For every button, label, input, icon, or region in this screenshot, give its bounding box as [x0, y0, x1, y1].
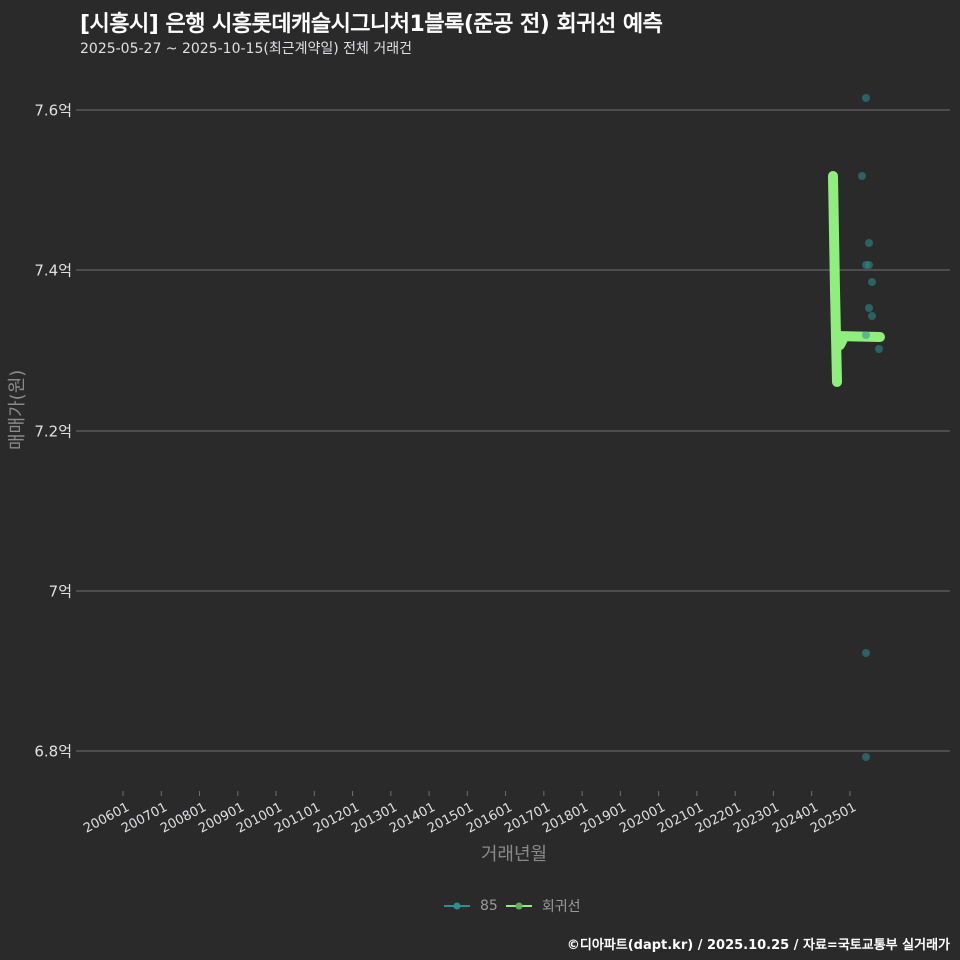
scatter-series-85 [858, 94, 883, 761]
data-point[interactable] [865, 304, 873, 312]
legend-label: 85 [480, 898, 498, 914]
x-tick-marks [122, 791, 851, 796]
y-tick-label: 7.2억 [34, 422, 72, 441]
legend-marker-icon [505, 902, 532, 910]
y-gridlines [76, 109, 950, 752]
data-point[interactable] [868, 278, 876, 286]
data-point[interactable] [862, 331, 870, 339]
data-point[interactable] [862, 94, 870, 102]
legend-item-regression[interactable]: 회귀선 [505, 896, 581, 916]
legend: 85 회귀선 [444, 896, 580, 916]
y-tick-label: 7.4억 [34, 261, 72, 280]
data-point[interactable] [862, 753, 870, 761]
regression-line [828, 171, 885, 387]
x-axis-title: 거래년월 [480, 844, 548, 865]
data-point[interactable] [858, 172, 866, 180]
legend-label: 회귀선 [541, 899, 581, 915]
data-point[interactable] [868, 312, 876, 320]
chart-subtitle: 2025-05-27 ~ 2025-10-15(최근계약일) 전체 거래건 [80, 41, 412, 57]
chart-title: [시흥시] 은행 시흥롯데캐슬시그니처1블록(준공 전) 회귀선 예측 [80, 12, 663, 37]
legend-marker-icon [444, 902, 470, 910]
y-tick-label: 7억 [48, 582, 72, 601]
legend-item-85[interactable]: 85 [444, 898, 498, 914]
y-axis-title: 매매가(원) [7, 369, 28, 450]
data-point[interactable] [865, 261, 873, 269]
data-point[interactable] [862, 649, 870, 657]
y-tick-label: 7.6억 [34, 101, 72, 120]
data-point[interactable] [875, 345, 883, 353]
data-point[interactable] [865, 239, 873, 247]
y-tick-label: 6.8억 [34, 742, 72, 761]
footer-credit: ©디아파트(dapt.kr) / 2025.10.25 / 자료=국토교통부 실… [566, 938, 950, 953]
